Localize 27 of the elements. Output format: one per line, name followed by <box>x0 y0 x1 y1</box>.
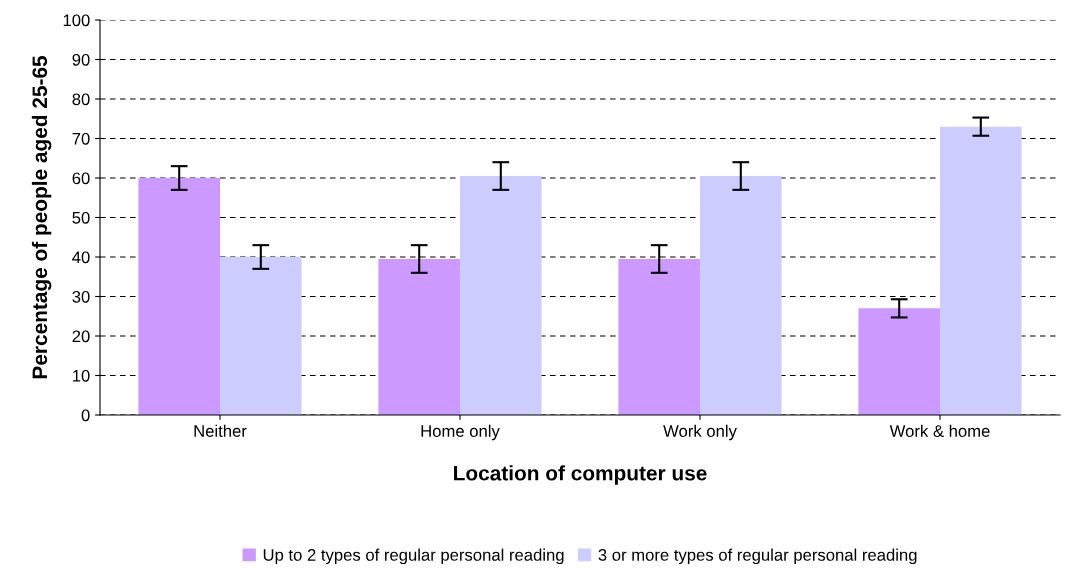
y-axis-title: Percentage of people aged 25-65 <box>31 55 52 379</box>
y-tick-label: 80 <box>72 93 90 106</box>
y-tick-label: 70 <box>72 132 90 145</box>
bar <box>138 178 220 415</box>
bar <box>940 126 1022 415</box>
x-tick-label: Home only <box>421 424 500 441</box>
bar <box>378 258 460 415</box>
y-tick-label: 60 <box>72 172 90 185</box>
bar <box>618 258 700 415</box>
y-tick-label: 100 <box>63 14 90 27</box>
x-tick-label: Neither <box>194 424 247 437</box>
y-tick-label: 50 <box>72 211 90 224</box>
legend-label: 3 or more types of regular personal reading <box>598 548 917 565</box>
bar <box>700 176 782 415</box>
y-tick-label: 20 <box>72 330 90 343</box>
bar <box>460 176 542 415</box>
y-tick-label: 10 <box>73 369 90 382</box>
y-tick-label: 0 <box>81 409 90 422</box>
y-tick-label: 90 <box>72 53 90 66</box>
legend-label: Up to 2 types of regular personal reading <box>263 548 564 565</box>
y-tick-label: 30 <box>72 290 90 303</box>
x-tick-label: Work & home <box>889 424 990 437</box>
x-axis-title: Location of computer use <box>454 465 707 485</box>
x-tick-label: Work only <box>663 424 737 441</box>
bar <box>220 257 302 415</box>
y-tick-label: 40 <box>72 251 90 264</box>
bar <box>858 308 940 415</box>
